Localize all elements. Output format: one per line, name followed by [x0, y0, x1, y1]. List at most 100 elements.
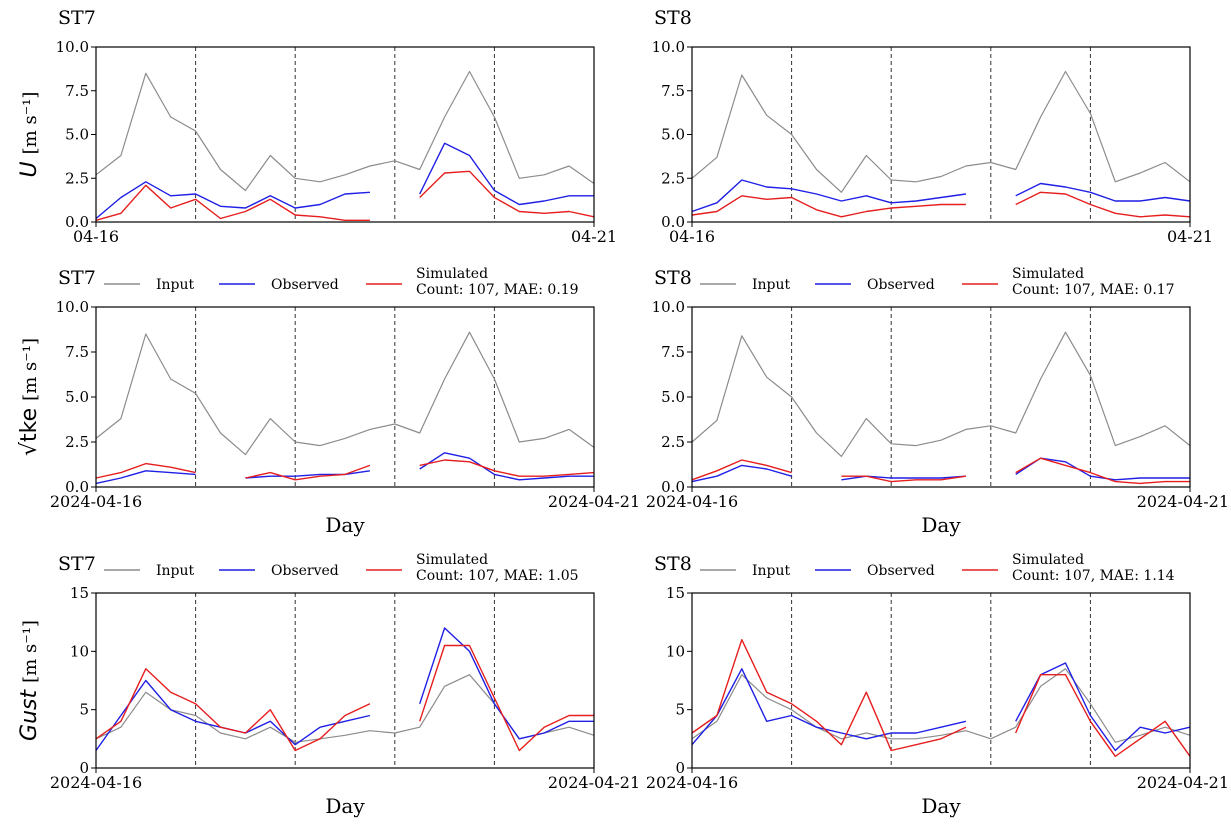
y-tick-label: 0.0 — [65, 478, 89, 496]
y-tick-label: 0 — [79, 759, 89, 777]
x-tick-label: 04-21 — [1167, 227, 1213, 246]
x-axis-label: Day — [921, 794, 961, 818]
legend-label-input: Input — [752, 563, 791, 579]
station-title: ST7 — [58, 553, 96, 575]
y-tick-label: 15 — [70, 584, 89, 602]
series-line-input — [95, 70, 595, 192]
series-line-simulated — [691, 457, 1190, 485]
legend-stats: Count: 107, MAE: 0.17 — [1012, 282, 1175, 298]
y-tick-label: 15 — [666, 584, 685, 602]
y-tick-label: 0.0 — [65, 213, 89, 231]
y-tick-label: 2.5 — [65, 433, 89, 451]
x-tick-label: 04-21 — [571, 227, 617, 246]
y-tick-label: 10.0 — [56, 38, 89, 56]
legend-label-simulated: Simulated — [416, 266, 488, 282]
x-tick-label: 2024-04-16 — [50, 773, 142, 792]
legend-label-observed: Observed — [867, 277, 935, 293]
series-line-observed — [691, 662, 1191, 752]
panel-st8-row3: 0 5 10 15 2024-04-16 2024-04-21 ST8 Input Observ… — [646, 552, 1229, 818]
station-title: ST7 — [58, 7, 96, 29]
y-axis-label: Gust [m s⁻¹] — [17, 620, 42, 741]
series-line-simulated — [95, 459, 595, 481]
y-tick-label: 0 — [675, 759, 685, 777]
y-axis-label: U [m s⁻¹] — [17, 92, 42, 178]
x-tick-label: 2024-04-21 — [1137, 492, 1229, 511]
series-line-simulated — [691, 639, 1191, 757]
y-tick-label: 7.5 — [661, 82, 685, 100]
series-line-simulated — [691, 191, 1191, 218]
legend-label-observed: Observed — [271, 563, 339, 579]
y-tick-label: 5.0 — [65, 126, 89, 144]
legend-label-input: Input — [156, 563, 195, 579]
y-tick-label: 2.5 — [661, 433, 685, 451]
x-tick-label: 2024-04-21 — [548, 773, 640, 792]
station-title: ST8 — [654, 553, 692, 575]
x-tick-label: 2024-04-16 — [646, 492, 738, 511]
y-tick-label: 5.0 — [661, 388, 685, 406]
series-line-simulated — [95, 644, 594, 752]
x-axis-label: Day — [921, 513, 961, 537]
plot-frame — [95, 46, 595, 223]
x-axis-label: Day — [325, 794, 365, 818]
panel-st7-row2: 0.0 2.5 5.0 7.5 10.0 2024-04-16 2024-04-21 ST7 I… — [17, 266, 640, 537]
y-tick-label: 5.0 — [661, 126, 685, 144]
y-tick-label: 0.0 — [661, 213, 685, 231]
legend-label-observed: Observed — [867, 563, 935, 579]
legend-label-input: Input — [156, 277, 195, 293]
series-line-observed — [691, 179, 1191, 213]
y-tick-label: 10.0 — [652, 298, 685, 316]
y-axis-label: √tke [m s⁻¹] — [17, 338, 42, 456]
panel-st8-row2: 0.0 2.5 5.0 7.5 10.0 2024-04-16 2024-04-21 ST8 I… — [646, 266, 1229, 537]
x-tick-label: 2024-04-16 — [646, 773, 738, 792]
x-tick-label: 2024-04-16 — [50, 492, 142, 511]
station-title: ST7 — [58, 267, 96, 289]
y-tick-label: 7.5 — [65, 82, 89, 100]
y-tick-label: 5 — [675, 701, 685, 719]
series-line-input — [691, 668, 1191, 743]
plot-frame — [95, 592, 595, 769]
y-tick-label: 10 — [666, 642, 685, 660]
x-tick-label: 2024-04-21 — [548, 492, 640, 511]
y-tick-label: 7.5 — [65, 343, 89, 361]
series-line-input — [691, 70, 1191, 193]
y-tick-label: 5.0 — [65, 388, 89, 406]
y-tick-label: 5 — [79, 701, 89, 719]
plot-frame — [691, 46, 1191, 223]
y-tick-label: 10.0 — [652, 38, 685, 56]
y-tick-label: 10 — [70, 642, 89, 660]
plot-frame — [691, 306, 1191, 488]
x-tick-label: 04-16 — [669, 227, 715, 246]
legend-label-input: Input — [752, 277, 791, 293]
series-line-observed — [691, 457, 1190, 483]
plot-frame — [691, 592, 1191, 769]
legend-label-simulated: Simulated — [1012, 266, 1084, 282]
panel-st8-row1: 0.0 2.5 5.0 7.5 10.0 04-16 04-21 ST8 — [652, 7, 1213, 246]
panel-st7-row1: 0.0 2.5 5.0 7.5 10.0 04-16 04-21 ST7 U [m s⁻¹] — [17, 7, 617, 246]
y-tick-label: 0.0 — [661, 478, 685, 496]
station-title: ST8 — [654, 7, 692, 29]
panel-st7-row3: 0 5 10 15 2024-04-16 2024-04-21 ST7 Input Observ… — [17, 552, 640, 818]
y-tick-label: 2.5 — [65, 169, 89, 187]
legend-stats: Count: 107, MAE: 1.14 — [1012, 568, 1175, 584]
station-title: ST8 — [654, 267, 692, 289]
series-line-input — [95, 331, 595, 456]
legend-label-simulated: Simulated — [416, 552, 488, 568]
series-line-input — [691, 331, 1191, 457]
x-tick-label: 2024-04-21 — [1137, 773, 1229, 792]
y-tick-label: 7.5 — [661, 343, 685, 361]
legend-stats: Count: 107, MAE: 0.19 — [416, 282, 579, 298]
x-axis-label: Day — [325, 513, 365, 537]
legend-label-simulated: Simulated — [1012, 552, 1084, 568]
y-tick-label: 2.5 — [661, 169, 685, 187]
x-tick-label: 04-16 — [73, 227, 119, 246]
series-line-simulated — [95, 170, 595, 221]
y-tick-label: 10.0 — [56, 298, 89, 316]
legend-stats: Count: 107, MAE: 1.05 — [416, 568, 579, 584]
series-line-observed — [95, 627, 594, 751]
series-line-observed — [95, 452, 594, 485]
series-line-observed — [95, 142, 594, 220]
series-line-input — [95, 674, 595, 743]
plot-frame — [95, 306, 595, 488]
legend-label-observed: Observed — [271, 277, 339, 293]
